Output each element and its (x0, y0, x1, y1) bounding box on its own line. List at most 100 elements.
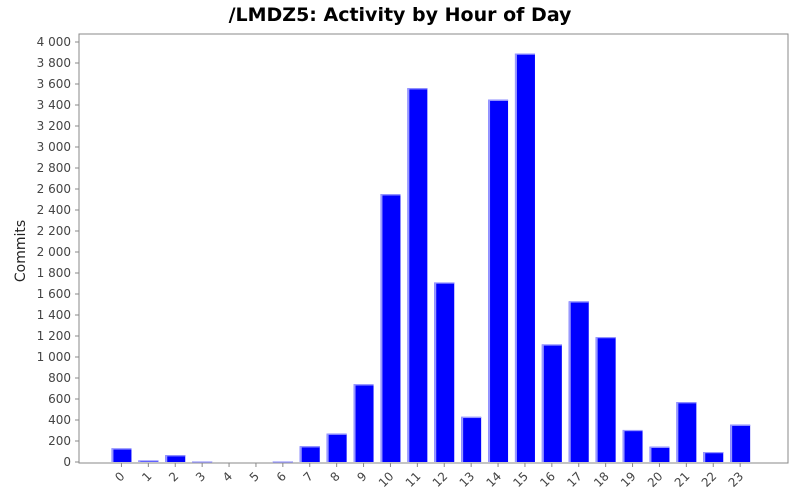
bar-12 (434, 282, 455, 462)
x-tick-label: 13 (457, 469, 478, 490)
bar-series (111, 53, 751, 463)
y-tick-label: 1 400 (37, 308, 71, 322)
x-tick-label: 22 (699, 469, 720, 490)
x-tick-label: 17 (564, 469, 585, 490)
bar-highlight (461, 416, 464, 462)
y-tick-label: 1 600 (37, 287, 71, 301)
x-tick-label: 8 (327, 469, 342, 484)
bar-top-edge (380, 194, 401, 196)
y-tick-label: 4 000 (37, 35, 71, 49)
y-tick-label: 400 (48, 413, 71, 427)
bar-top-edge (649, 446, 670, 448)
y-axis-label: Commits (13, 220, 29, 282)
bar-7 (299, 446, 320, 462)
bar-top-edge (595, 337, 616, 339)
plot-area (78, 33, 789, 464)
bar-top-edge (165, 455, 186, 457)
bar-23 (730, 424, 751, 462)
bar-19 (622, 429, 643, 462)
x-tick-label: 4 (220, 469, 235, 484)
x-tick-label: 1 (139, 469, 154, 484)
bar-highlight (299, 446, 302, 462)
x-tick-label: 18 (591, 469, 612, 490)
bar-top-edge (568, 301, 589, 303)
y-tick-label: 3 400 (37, 98, 71, 112)
bar-15 (514, 53, 535, 463)
bar-top-edge (676, 402, 697, 404)
y-tick-label: 3 200 (37, 119, 71, 133)
bar-22 (703, 452, 724, 462)
bar-highlight (595, 337, 598, 462)
y-tick-label: 800 (48, 371, 71, 385)
bar-highlight (541, 344, 544, 462)
bar-13 (461, 416, 482, 462)
y-tick-label: 2 800 (37, 161, 71, 175)
bar-top-edge (353, 384, 374, 386)
y-tick-label: 2 600 (37, 182, 71, 196)
bar-highlight (434, 282, 437, 462)
bar-16 (541, 344, 562, 462)
bar-highlight (111, 448, 114, 462)
bar-highlight (649, 446, 652, 462)
x-tick-label: 15 (510, 469, 531, 490)
bar-top-edge (622, 429, 643, 432)
bar-20 (649, 446, 670, 462)
bar-top-edge (703, 452, 724, 454)
bar-top-edge (434, 282, 455, 284)
x-tick-label: 7 (301, 469, 316, 484)
bar-highlight (407, 88, 410, 462)
x-tick-label: 11 (403, 469, 424, 490)
bar-highlight (514, 53, 517, 463)
y-tick-label: 0 (63, 455, 71, 469)
bar-top-edge (541, 344, 562, 346)
bar-top-edge (299, 446, 320, 448)
y-tick-label: 1 200 (37, 329, 71, 343)
bar-2 (165, 455, 186, 462)
bar-0 (111, 448, 132, 462)
bar-18 (595, 337, 616, 462)
bar-highlight (353, 384, 356, 462)
bar-14 (488, 99, 509, 462)
bar-17 (568, 301, 589, 462)
x-tick-label: 9 (354, 469, 369, 484)
x-tick-label: 0 (112, 469, 127, 484)
x-tick-label: 3 (193, 469, 208, 484)
bar-10 (380, 194, 401, 462)
bar-top-edge (461, 416, 482, 419)
x-tick-label: 12 (430, 469, 451, 490)
x-tick-label: 20 (645, 469, 666, 490)
bar-21 (676, 402, 697, 462)
x-tick-label: 5 (247, 469, 262, 484)
bar-8 (326, 433, 347, 462)
bar-highlight (730, 424, 733, 462)
bar-9 (353, 384, 374, 462)
bar-top-edge (514, 53, 535, 55)
x-axis: 0 1 2 3 4 5 6 7 8 9 10 11 12 13 14 15 16 17 18 19 20 21 22 23 (112, 463, 746, 490)
x-tick-label: 10 (376, 469, 397, 490)
y-tick-label: 1 000 (37, 350, 71, 364)
y-tick-label: 2 400 (37, 203, 71, 217)
bar-top-edge (326, 433, 347, 435)
bar-top-edge (407, 88, 428, 90)
bar-highlight (676, 402, 679, 462)
y-tick-label: 3 600 (37, 77, 71, 91)
bar-highlight (165, 455, 168, 462)
bar-top-edge (192, 461, 213, 463)
bar-top-edge (111, 448, 132, 450)
y-tick-label: 3 800 (37, 56, 71, 70)
y-tick-label: 200 (48, 434, 71, 448)
x-tick-label: 21 (672, 469, 693, 490)
x-tick-label: 23 (726, 469, 747, 490)
y-tick-label: 3 000 (37, 140, 71, 154)
chart-title: /LMDZ5: Activity by Hour of Day (229, 4, 572, 26)
y-axis: 0 200 400 600 800 1 000 1 200 1 400 1 600 1 800 2 … (37, 35, 79, 469)
bar-top-edge (730, 424, 751, 426)
bar-top-edge (272, 461, 293, 463)
bar-highlight (488, 99, 491, 462)
x-tick-label: 16 (537, 469, 558, 490)
x-tick-label: 19 (618, 469, 639, 490)
y-tick-label: 2 000 (37, 245, 71, 259)
bar-highlight (703, 452, 706, 462)
